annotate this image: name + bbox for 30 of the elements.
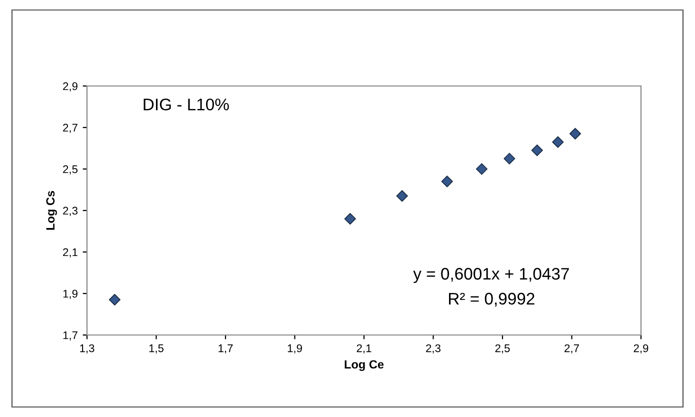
x-tick-label: 2,1 xyxy=(356,344,372,354)
y-tick-label: 2,7 xyxy=(63,124,78,133)
x-tick-label: 2,7 xyxy=(564,344,579,354)
point xyxy=(476,163,488,175)
annotation: R² = 0,9992 xyxy=(449,292,534,307)
point xyxy=(552,136,564,148)
x-axis-title: Log Ce xyxy=(344,360,384,371)
x-tick-label: 2,3 xyxy=(426,344,440,354)
y-tick-label: 2,3 xyxy=(63,206,78,216)
x-tick-label: 1,3 xyxy=(80,344,94,354)
y-axis-title: Log Cs xyxy=(46,190,57,230)
point xyxy=(344,213,356,225)
annotation: DIG - L10% xyxy=(144,98,229,110)
y-tick-label: 2,1 xyxy=(63,248,78,258)
x-tick-label: 1,9 xyxy=(288,344,302,354)
point xyxy=(396,190,408,202)
point xyxy=(108,294,120,306)
y-tick-label: 1,9 xyxy=(63,290,78,299)
y-tick-label: 2,9 xyxy=(63,82,78,92)
point xyxy=(569,128,582,140)
x-tick-label: 1,7 xyxy=(218,344,233,354)
y-tick-label: 1,7 xyxy=(63,331,78,340)
y-tick-label: 2,5 xyxy=(63,165,78,174)
annotation: y = 0,6001x + 1,0437 xyxy=(413,268,569,284)
x-tick-label: 2,5 xyxy=(495,344,510,354)
point xyxy=(531,144,543,156)
x-tick-label: 1,5 xyxy=(149,344,164,354)
x-tick-label: 2,9 xyxy=(634,344,648,354)
point xyxy=(441,176,453,188)
point xyxy=(504,152,516,164)
